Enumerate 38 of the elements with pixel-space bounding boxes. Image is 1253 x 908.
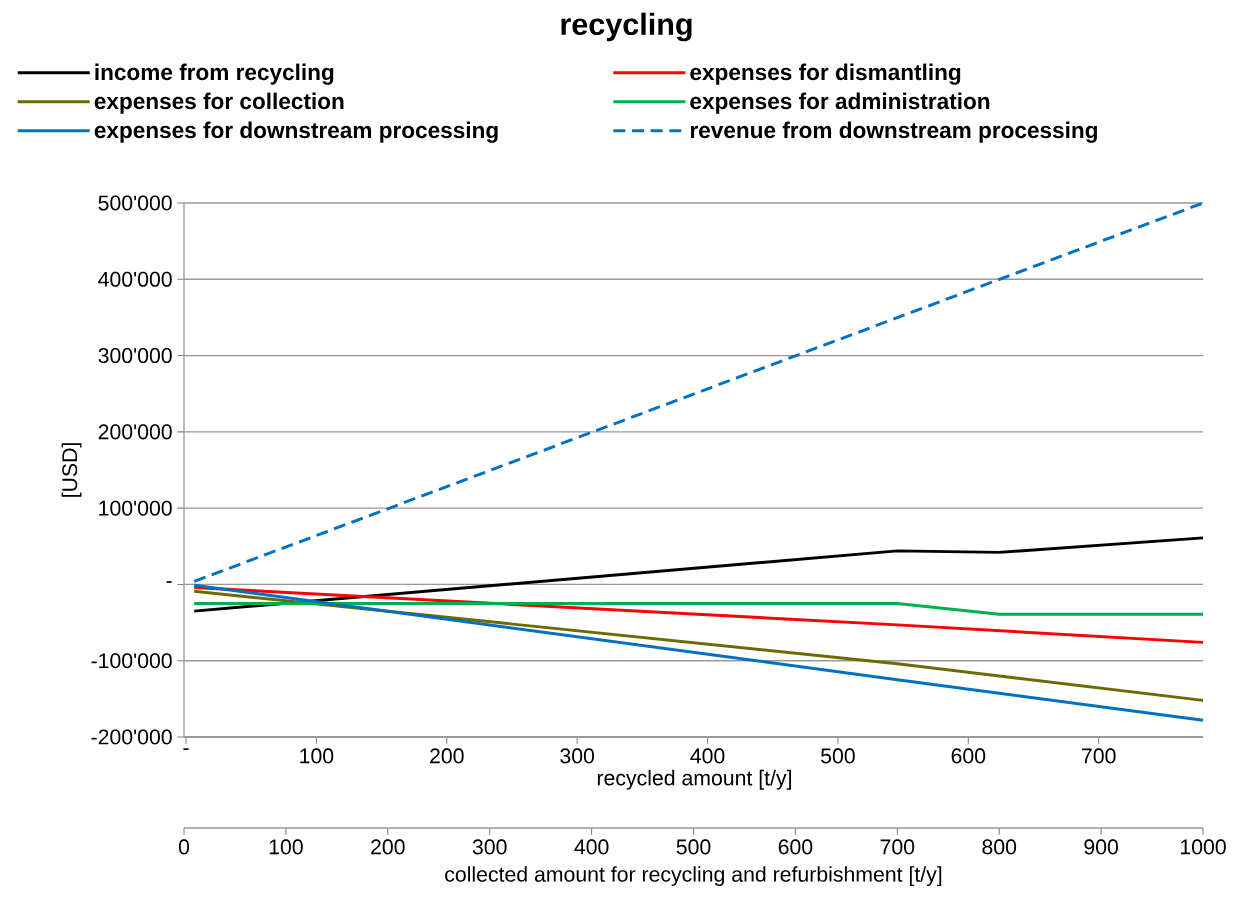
- x-tick-label: 700: [880, 839, 915, 855]
- y-tick-label: -200'000: [91, 729, 172, 745]
- x-tick-label: 800: [982, 839, 1017, 855]
- legend-label: income from recycling: [95, 63, 334, 85]
- x2-tick-label: -: [183, 748, 189, 751]
- x-tick-label: 100: [269, 839, 303, 855]
- y-tick-label: 300'000: [98, 348, 172, 364]
- y-tick-label: 100'000: [99, 500, 172, 516]
- legend-label: expenses for dismantling: [690, 63, 961, 85]
- x-tick-label: 200: [371, 839, 405, 855]
- x2-axis-title: recycled amount [t/y]: [597, 769, 792, 790]
- x-tick-label: 300: [472, 839, 507, 855]
- line-series: [192, 536, 1205, 613]
- x-tick-label: 600: [778, 839, 813, 855]
- x-axis-title: collected amount for recycling and refurbishment [t/y]: [445, 866, 942, 887]
- x-tick-label: 900: [1084, 839, 1118, 855]
- y-tick-label: 200'000: [98, 424, 172, 440]
- x2-tick-label: 500: [821, 748, 855, 764]
- legend-label: expenses for administration: [690, 92, 990, 114]
- y-tick-label: 500'000: [98, 195, 172, 211]
- legend-label: expenses for collection: [94, 92, 344, 114]
- x-tick-label: 0: [178, 839, 190, 855]
- x2-tick-label: 600: [951, 748, 986, 764]
- y-tick-label: -: [166, 581, 172, 583]
- x-tick-label: 400: [574, 839, 609, 855]
- y-tick-label: 400'000: [98, 271, 172, 287]
- x-tick-label: 1000: [1181, 839, 1226, 855]
- y-axis-title: [USD]: [61, 443, 82, 497]
- x2-tick-label: 200: [430, 748, 464, 764]
- legend-label: expenses for downstream processing: [94, 121, 498, 143]
- x2-tick-label: 400: [690, 748, 725, 764]
- x2-tick-label: 700: [1082, 748, 1116, 764]
- y-tick-label: -100'000: [91, 653, 172, 669]
- x2-tick-label: 300: [560, 748, 595, 764]
- chart-title: recycling: [561, 12, 692, 42]
- x2-tick-label: 100: [300, 748, 334, 764]
- legend-label: revenue from downstream processing: [690, 121, 1098, 143]
- x-tick-label: 500: [676, 839, 711, 855]
